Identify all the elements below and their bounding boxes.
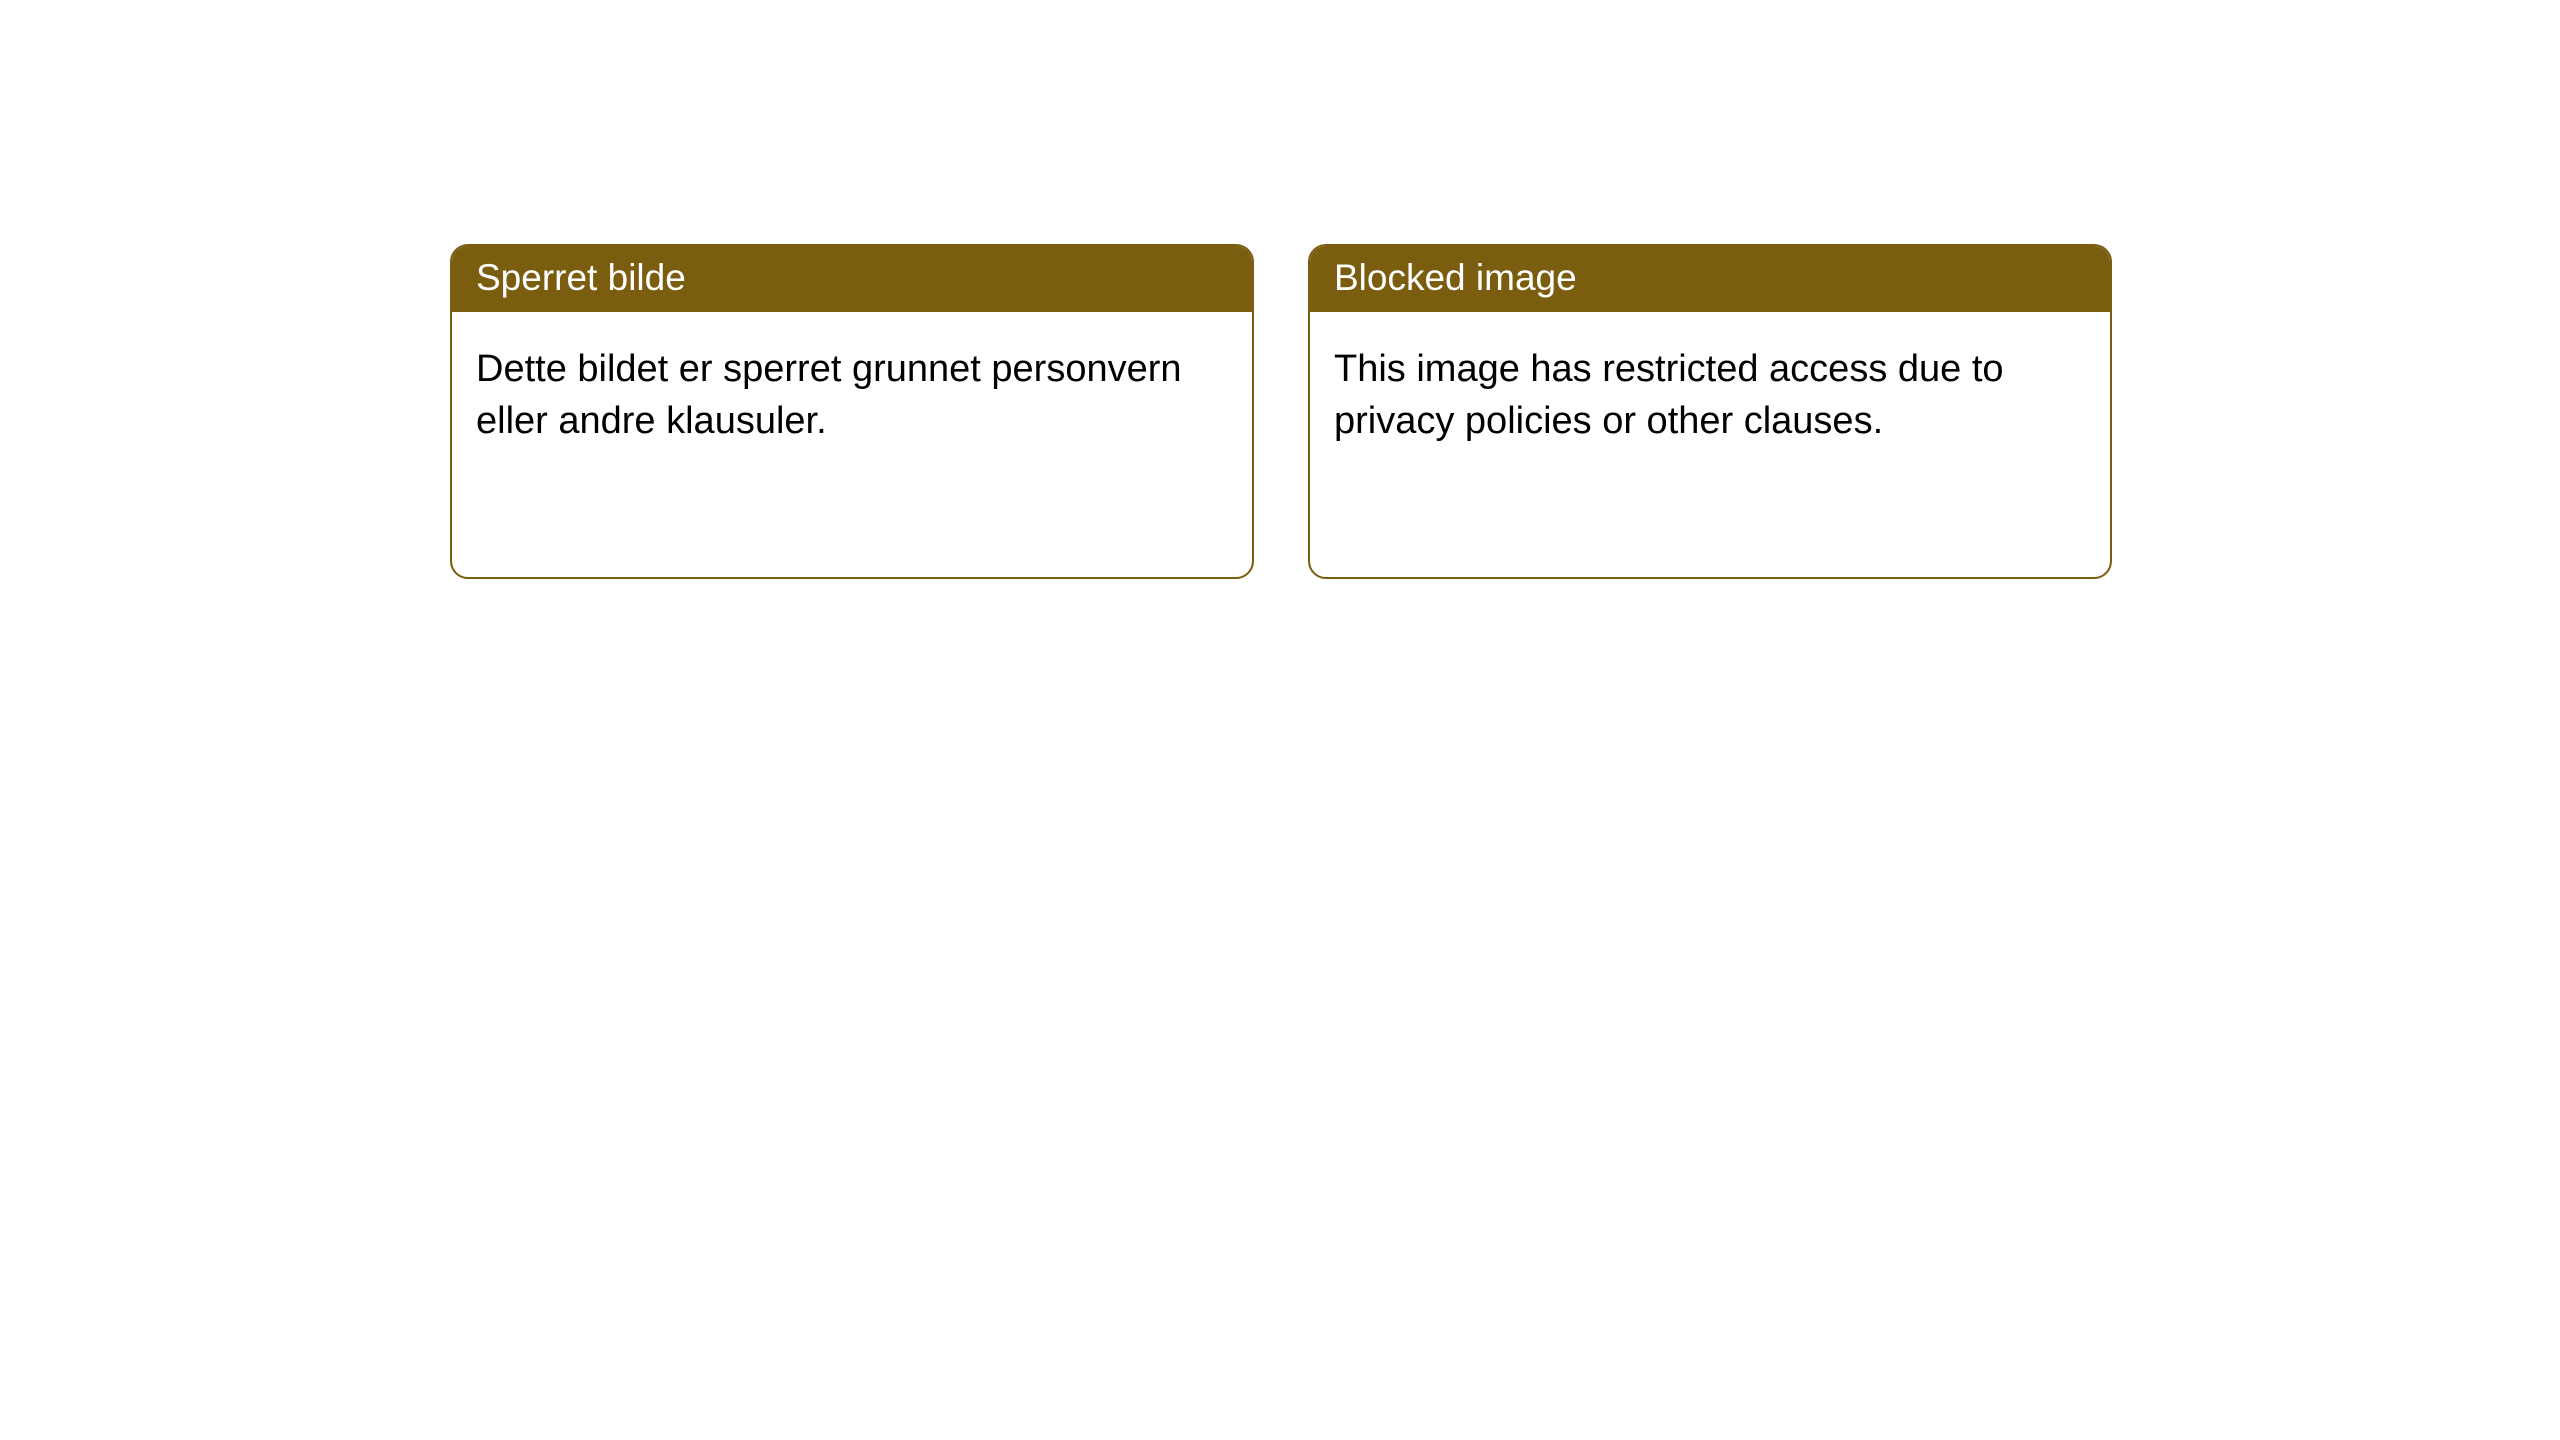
notice-body: Dette bildet er sperret grunnet personve… (452, 312, 1252, 471)
notice-header: Sperret bilde (452, 246, 1252, 312)
notice-header: Blocked image (1310, 246, 2110, 312)
notice-body: This image has restricted access due to … (1310, 312, 2110, 471)
notice-container: Sperret bilde Dette bildet er sperret gr… (0, 0, 2560, 579)
notice-card-norwegian: Sperret bilde Dette bildet er sperret gr… (450, 244, 1254, 579)
notice-card-english: Blocked image This image has restricted … (1308, 244, 2112, 579)
